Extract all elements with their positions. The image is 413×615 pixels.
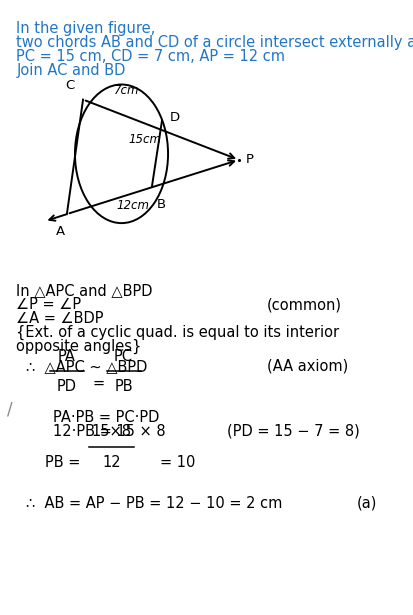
Text: ∠A = ∠BDP: ∠A = ∠BDP [16,311,104,326]
Text: (AA axiom): (AA axiom) [267,359,349,374]
Text: (PD = 15 − 7 = 8): (PD = 15 − 7 = 8) [227,424,359,439]
Text: ∴  △APC ~ △BPD: ∴ △APC ~ △BPD [26,359,148,374]
Text: PB =: PB = [45,455,80,470]
Text: 12cm: 12cm [116,199,149,212]
Text: A: A [56,225,65,238]
Text: PB: PB [114,379,133,394]
Text: =: = [93,376,104,391]
Text: = 10: = 10 [160,455,195,470]
Text: PC: PC [114,349,133,364]
Text: PA: PA [58,349,76,364]
Text: 12: 12 [102,455,121,470]
Text: 15×8: 15×8 [91,424,131,440]
Text: C: C [65,79,74,92]
Text: (common): (common) [267,297,342,312]
Text: {Ext. of a cyclic quad. is equal to its interior: {Ext. of a cyclic quad. is equal to its … [16,325,339,340]
Text: Join AC and BD: Join AC and BD [16,63,126,78]
Text: 12·PB = 15 × 8: 12·PB = 15 × 8 [53,424,165,439]
Text: /: / [7,401,13,419]
Text: B: B [157,198,166,211]
Text: P: P [246,153,254,166]
Text: two chords AB and CD of a circle intersect externally at P.: two chords AB and CD of a circle interse… [16,35,413,50]
Text: PC = 15 cm, CD = 7 cm, AP = 12 cm: PC = 15 cm, CD = 7 cm, AP = 12 cm [16,49,285,64]
Text: 15cm: 15cm [128,133,161,146]
Text: ∠P = ∠P: ∠P = ∠P [16,297,81,312]
Text: opposite angles}: opposite angles} [16,339,142,354]
Text: In △APC and △BPD: In △APC and △BPD [16,284,153,298]
Text: In the given figure,: In the given figure, [16,21,156,36]
Text: PD: PD [57,379,77,394]
Text: D: D [169,111,179,124]
Text: ∴  AB = AP − PB = 12 − 10 = 2 cm: ∴ AB = AP − PB = 12 − 10 = 2 cm [26,496,283,510]
Text: 7cm: 7cm [114,84,139,97]
Text: PA·PB = PC·PD: PA·PB = PC·PD [53,410,159,425]
Text: (a): (a) [356,496,377,510]
